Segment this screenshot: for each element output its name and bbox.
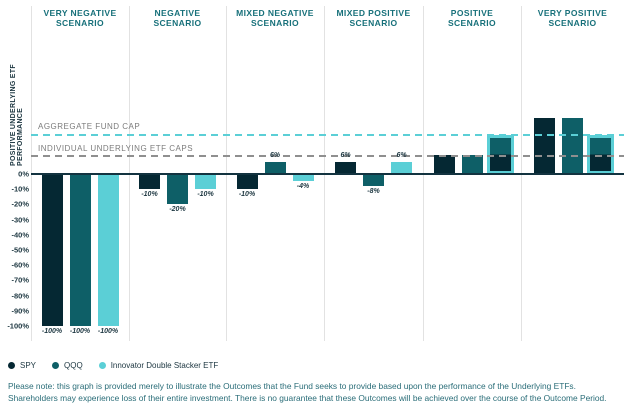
- bar-spy-scenario-2: [236, 174, 258, 189]
- bar-qqq-scenario-1: [167, 174, 188, 204]
- scenario-header-0: VERY NEGATIVE SCENARIO: [31, 8, 129, 28]
- bar-stacker-scenario-3: [391, 162, 412, 174]
- scenario-title-line2: SCENARIO: [153, 18, 202, 28]
- scenario-title-line1: VERY POSITIVE: [537, 8, 608, 18]
- scenario-header-5: VERY POSITIVE SCENARIO: [521, 8, 624, 28]
- bar-stacker-scenario-1: [195, 174, 216, 189]
- bar-value-label: -8%: [367, 188, 380, 195]
- bar-stacker-scenario-4: [486, 135, 514, 174]
- bar-value-label: -20%: [169, 206, 186, 213]
- legend-label-stacker: Innovator Double Stacker ETF: [110, 361, 219, 370]
- scenario-title-line2: SCENARIO: [447, 18, 497, 28]
- y-tick--80: -80%: [11, 291, 29, 301]
- scenario-title-line1: VERY NEGATIVE: [43, 8, 117, 18]
- bar-value-label: -10%: [141, 191, 158, 198]
- bar-qqq-scenario-4: [461, 155, 483, 174]
- bar-value-label: -10%: [197, 191, 214, 198]
- scenario-header-3: MIXED POSITIVE SCENARIO: [324, 8, 423, 28]
- y-tick--50: -50%: [11, 245, 29, 255]
- bar-spy-scenario-4: [433, 155, 455, 174]
- scenario-title-line1: MIXED POSITIVE: [336, 8, 411, 18]
- bar-value-label: -100%: [97, 328, 119, 335]
- legend-item-stacker: Innovator Double Stacker ETF: [98, 361, 219, 370]
- scenario-title-line2: SCENARIO: [349, 18, 398, 28]
- disclaimer-note: Please note: this graph is provided mere…: [8, 381, 620, 404]
- legend-item-qqq: QQQ: [52, 361, 83, 370]
- disclaimer-line-1: Please note: this graph is provided mere…: [8, 381, 576, 391]
- scenario-title-line1: POSITIVE: [450, 8, 494, 18]
- bar-value-label: 6%: [340, 152, 351, 159]
- y-tick-0: 0%: [18, 169, 29, 179]
- stacker-dot-icon: [98, 362, 106, 369]
- y-tick--60: -60%: [11, 260, 29, 270]
- aggregate-cap-label: AGGREGATE FUND CAP: [38, 122, 141, 131]
- bar-qqq-scenario-3: [363, 174, 384, 186]
- individual-cap-line: [31, 155, 624, 157]
- spy-dot-icon: [8, 362, 15, 369]
- scenario-header-4: POSITIVE SCENARIO: [423, 8, 521, 28]
- bar-qqq-scenario-0: [69, 174, 91, 326]
- scenario-header-2: MIXED NEGATIVE SCENARIO: [226, 8, 324, 28]
- y-tick--70: -70%: [11, 275, 29, 285]
- aggregate-cap-line: [31, 134, 624, 136]
- scenario-title-line2: SCENARIO: [548, 18, 597, 28]
- y-tick--20: -20%: [11, 199, 29, 209]
- individual-cap-label: INDIVIDUAL UNDERLYING ETF CAPS: [38, 144, 194, 153]
- scenario-title-line2: SCENARIO: [55, 18, 105, 28]
- bar-value-label: -4%: [296, 183, 310, 190]
- bar-qqq-scenario-5: [562, 118, 583, 174]
- qqq-dot-icon: [52, 362, 60, 369]
- y-tick--30: -30%: [11, 215, 29, 225]
- bar-stacker-scenario-0: [97, 174, 119, 326]
- bar-value-label: 6%: [396, 152, 407, 159]
- disclaimer-line-2: Shareholders may experience loss of thei…: [8, 392, 607, 403]
- bar-value-label: 6%: [269, 152, 281, 159]
- bar-spy-scenario-1: [139, 174, 160, 189]
- y-axis-label: POSITIVE UNDERLYING ETF PERFORMANCE: [10, 64, 24, 166]
- y-tick--40: -40%: [11, 230, 29, 240]
- bar-spy-scenario-0: [41, 174, 63, 326]
- zero-baseline: [31, 173, 624, 175]
- scenario-title-line1: MIXED NEGATIVE: [236, 8, 314, 18]
- y-tick--10: -10%: [11, 184, 29, 194]
- legend: SPY QQQ Innovator Double Stacker ETF: [8, 361, 218, 370]
- bar-spy-scenario-3: [335, 162, 356, 174]
- bar-qqq-scenario-2: [264, 162, 286, 174]
- scenario-title-line2: SCENARIO: [250, 18, 300, 28]
- scenario-header-1: NEGATIVE SCENARIO: [129, 8, 226, 28]
- bar-stacker-scenario-2: [292, 174, 314, 181]
- y-tick--100: -100%: [7, 321, 29, 331]
- bar-stacker-scenario-5: [587, 135, 614, 174]
- bar-value-label: -10%: [238, 191, 256, 198]
- y-tick--90: -90%: [11, 306, 29, 316]
- bar-spy-scenario-5: [534, 118, 555, 174]
- bar-value-label: -100%: [69, 328, 91, 335]
- scenario-title-line1: NEGATIVE: [154, 8, 201, 18]
- legend-label-qqq: QQQ: [64, 361, 83, 370]
- legend-item-spy: SPY: [8, 361, 36, 370]
- bar-value-label: -100%: [41, 328, 63, 335]
- legend-label-spy: SPY: [20, 361, 37, 370]
